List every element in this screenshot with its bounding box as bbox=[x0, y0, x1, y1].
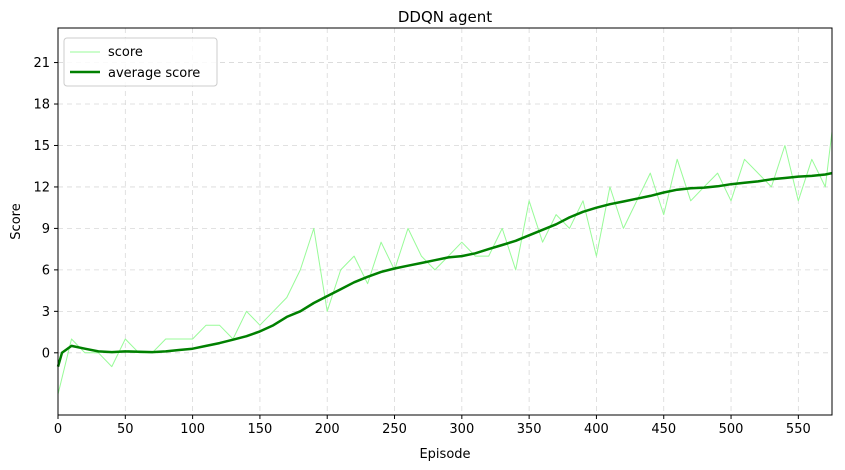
x-tick-label: 50 bbox=[117, 422, 134, 437]
y-tick-label: 18 bbox=[33, 98, 50, 113]
y-tick-label: 21 bbox=[33, 56, 50, 71]
y-tick-label: 3 bbox=[42, 305, 50, 320]
y-tick-label: 6 bbox=[42, 263, 50, 278]
x-tick-label: 0 bbox=[54, 422, 62, 437]
axis-ticks: 0 50 100 150 200 250 300 350 400 450 500 550 0 3 6 9 12 1… bbox=[33, 56, 810, 437]
legend-label-score: score bbox=[108, 45, 143, 60]
x-tick-label: 500 bbox=[719, 422, 744, 437]
average-score-line bbox=[56, 171, 833, 367]
x-tick-label: 250 bbox=[382, 422, 407, 437]
score-line bbox=[57, 131, 833, 395]
legend: score average score bbox=[63, 37, 218, 87]
x-tick-label: 200 bbox=[315, 422, 340, 437]
x-tick-label: 550 bbox=[786, 422, 811, 437]
x-tick-label: 450 bbox=[651, 422, 676, 437]
grid bbox=[57, 28, 832, 415]
plot-area bbox=[56, 131, 833, 395]
x-axis-title: Episode bbox=[419, 447, 470, 462]
x-tick-label: 350 bbox=[517, 422, 542, 437]
y-tick-label: 15 bbox=[33, 139, 50, 154]
chart-title: DDQN agent bbox=[398, 8, 492, 26]
legend-label-average-score: average score bbox=[108, 66, 200, 81]
x-tick-label: 100 bbox=[180, 422, 205, 437]
x-tick-label: 150 bbox=[247, 422, 272, 437]
y-tick-label: 9 bbox=[42, 222, 50, 237]
x-tick-label: 400 bbox=[584, 422, 609, 437]
y-tick-label: 0 bbox=[42, 346, 50, 361]
y-tick-label: 12 bbox=[33, 180, 50, 195]
legend-box bbox=[63, 37, 218, 87]
y-axis-title: Score bbox=[9, 203, 24, 239]
x-tick-label: 300 bbox=[449, 422, 474, 437]
plot-frame bbox=[57, 27, 833, 416]
